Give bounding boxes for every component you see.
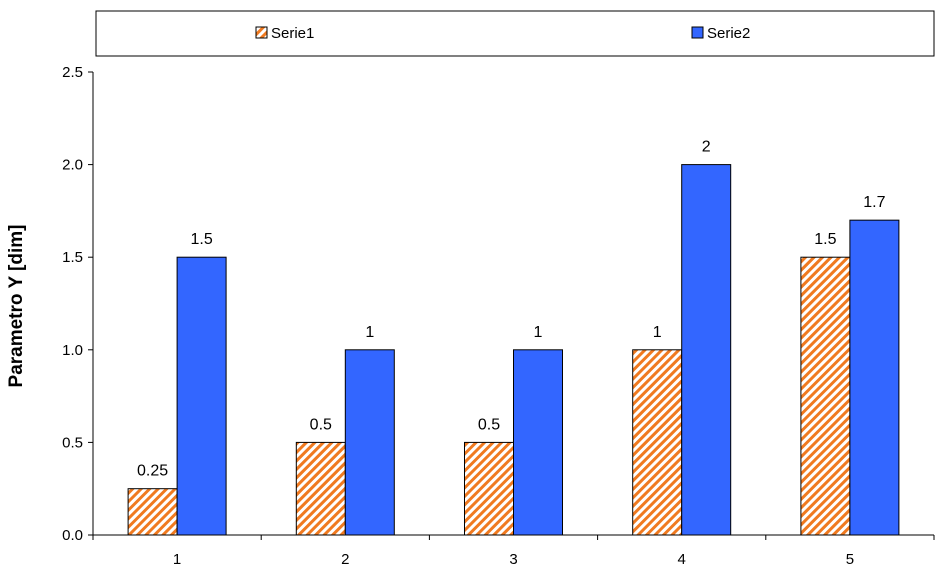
y-tick-label: 1.0 [62, 342, 83, 359]
y-tick-label: 0.5 [62, 434, 83, 451]
y-axis-title: Parametro Y [dim] [6, 225, 27, 388]
y-axis-ticks: 0.0 0.5 1.0 1.5 2.0 2.5 [62, 64, 93, 544]
x-tick-label: 2 [341, 551, 349, 568]
bar-serie1 [464, 441, 514, 536]
bar-serie1 [295, 441, 346, 536]
bar-serie2 [513, 349, 563, 536]
data-label-serie1: 0.5 [310, 416, 332, 433]
bars [127, 164, 900, 536]
data-label-serie2: 1.5 [190, 231, 212, 248]
y-tick-label: 2.0 [62, 157, 83, 174]
data-label-serie2: 1 [365, 324, 374, 341]
legend-swatch-serie2 [691, 26, 704, 39]
legend: Serie1 Serie2 [95, 10, 935, 57]
x-tick-label: 1 [173, 551, 181, 568]
y-tick-label: 2.5 [62, 64, 83, 81]
legend-label-serie1: Serie1 [271, 25, 314, 42]
bar-serie1 [632, 349, 683, 536]
x-tick-label: 5 [846, 551, 854, 568]
data-label-serie1: 0.5 [478, 416, 500, 433]
x-tick-label: 3 [509, 551, 517, 568]
x-axis-ticks: 1 2 3 4 5 [92, 535, 935, 568]
bar-serie2 [681, 164, 732, 536]
data-label-serie1: 1 [653, 324, 662, 341]
bar-serie2 [849, 219, 900, 536]
legend-label-serie2: Serie2 [707, 25, 750, 42]
data-labels: 0.25 0.5 0.5 1 1.5 1.5 1 1 2 1.7 [137, 139, 886, 480]
y-tick-label: 0.0 [62, 527, 83, 544]
data-label-serie2: 1 [534, 324, 543, 341]
bar-serie1 [127, 488, 178, 536]
data-label-serie2: 1.7 [863, 194, 885, 211]
legend-swatch-serie1 [255, 26, 268, 39]
bar-serie1 [800, 256, 851, 536]
legend-box [95, 10, 935, 57]
data-label-serie1: 0.25 [137, 463, 168, 480]
data-label-serie2: 2 [702, 139, 711, 156]
y-tick-label: 1.5 [62, 249, 83, 266]
x-tick-label: 4 [678, 551, 686, 568]
data-label-serie1: 1.5 [814, 231, 836, 248]
bar-serie2 [344, 349, 395, 536]
bar-serie2 [176, 256, 227, 536]
